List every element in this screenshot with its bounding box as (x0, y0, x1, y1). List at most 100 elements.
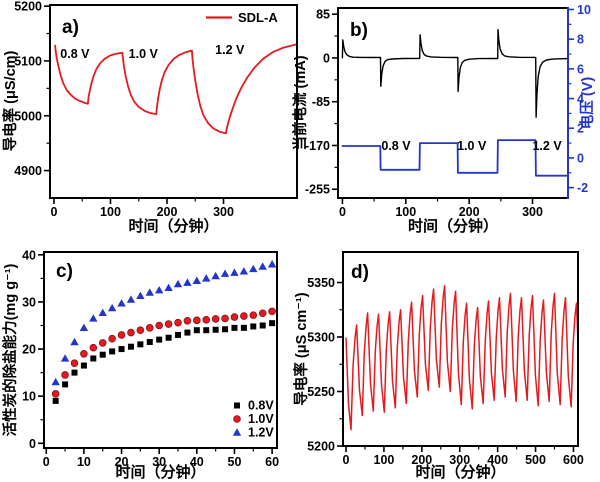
marker-circle (155, 321, 163, 330)
marker-circle (145, 324, 154, 332)
marker-square (118, 346, 125, 353)
y-right-tick-label: 2 (577, 122, 584, 136)
x-tick-label: 50 (228, 455, 242, 469)
marker-triangle (249, 264, 258, 273)
series-conductivity (345, 285, 577, 431)
marker-square (146, 338, 153, 345)
x-tick-label: 100 (374, 453, 395, 467)
marker-triangle (202, 274, 211, 282)
series-voltage (341, 139, 567, 177)
y-tick-label: 5200 (307, 440, 335, 454)
plot-area-c (51, 260, 276, 404)
x-tick-label: 60 (265, 455, 279, 469)
marker-square (250, 323, 257, 330)
x-tick-label: 40 (190, 455, 204, 469)
marker-circle (70, 359, 79, 367)
y-tick-label: 0 (323, 51, 330, 65)
panel-a: 0 100 200 300 4900 5000 5100 5200 导电率 (μS/cm) 时间（… (1, 0, 298, 235)
marker-circle (98, 339, 107, 347)
series-sdl-a (54, 43, 296, 135)
y-right-tick-label: 0 (577, 151, 584, 165)
y-right-tick-label: -2 (577, 181, 588, 195)
y-tick-label: 5300 (307, 331, 335, 345)
marker-circle (221, 314, 229, 323)
x-tick-label: 100 (395, 205, 416, 219)
y-tick-label: 5000 (14, 109, 42, 123)
marker-triangle (136, 291, 145, 300)
y-tick-label: -255 (305, 183, 330, 197)
panel-d: 0 100 200 300 400 500 600 5200 5250 5300 5350 导电率 (… (292, 251, 584, 481)
x-tick-label: 30 (152, 455, 166, 469)
x-axis-label: 时间（分钟） (415, 463, 505, 481)
marker-square (259, 322, 266, 329)
marker-circle (51, 390, 60, 398)
marker-triangle (230, 268, 239, 276)
marker-circle (127, 328, 135, 337)
marker-square (137, 341, 144, 348)
marker-triangle (98, 308, 107, 316)
plot-area-d (345, 285, 577, 431)
marker-triangle (70, 337, 79, 346)
legend-label-12: 1.2V (248, 426, 274, 440)
marker-circle (61, 371, 69, 379)
y-tick-label: 5250 (307, 385, 335, 399)
marker-circle (183, 316, 192, 325)
marker-circle (174, 318, 182, 327)
marker-square (240, 324, 247, 331)
marker-square (222, 326, 229, 333)
series-1-0v (51, 307, 276, 398)
series-0-8v (52, 320, 276, 404)
marker-triangle (173, 279, 183, 288)
marker-square (156, 336, 163, 343)
marker-square (127, 343, 134, 350)
y-axis-label-right: 电压 (V) (578, 77, 596, 130)
marker-circle (240, 312, 248, 320)
x-tick-label: 0 (343, 453, 350, 467)
marker-triangle (192, 276, 202, 284)
x-axis-label: 时间（分钟） (115, 463, 205, 481)
y-right-tick-label: 4 (577, 92, 584, 106)
marker-circle (258, 309, 267, 318)
panel-letter-b: b) (350, 20, 368, 41)
series-1-2v (51, 260, 276, 386)
marker-triangle (51, 377, 60, 386)
marker-square (193, 327, 200, 334)
marker-triangle (79, 323, 89, 332)
marker-square (109, 348, 116, 355)
marker-circle (80, 349, 88, 358)
y-axis-label: 导电率 (μS/cm) (1, 50, 19, 151)
marker-triangle (154, 285, 164, 294)
x-axis-label: 时间（分钟） (128, 217, 218, 235)
y-tick-label: 10 (22, 390, 36, 404)
annotation-1.2v: 1.2 V (532, 139, 562, 153)
marker-circle (108, 334, 116, 343)
x-tick-label: 200 (411, 453, 432, 467)
x-tick-label: 0 (43, 455, 50, 469)
marker-circle (89, 343, 98, 352)
marker-triangle (117, 299, 126, 307)
marker-square (203, 327, 210, 334)
panel-letter-a: a) (62, 17, 79, 38)
y-right-tick-label: 8 (577, 33, 584, 47)
marker-circle (193, 316, 201, 325)
y-tick-label: -170 (305, 139, 330, 153)
y-tick-label: 0 (29, 437, 36, 451)
marker-square (184, 329, 191, 336)
marker-square (99, 351, 106, 358)
legend-label-sdl-a: SDL-A (238, 10, 278, 25)
x-tick-label: 300 (449, 453, 470, 467)
axis-frame (337, 7, 568, 199)
y-right-tick-label: 10 (577, 3, 591, 17)
x-tick-label: 100 (100, 205, 121, 219)
panel-letter-c: c) (56, 261, 73, 282)
x-tick-label: 0 (339, 205, 346, 219)
legend-label-08: 0.8V (248, 399, 274, 413)
marker-triangle (183, 278, 192, 286)
y-axis-label: 导电率 (μS cm⁻¹) (292, 292, 310, 405)
marker-square (231, 324, 238, 331)
marker-square (80, 362, 87, 369)
marker-square (62, 381, 69, 388)
